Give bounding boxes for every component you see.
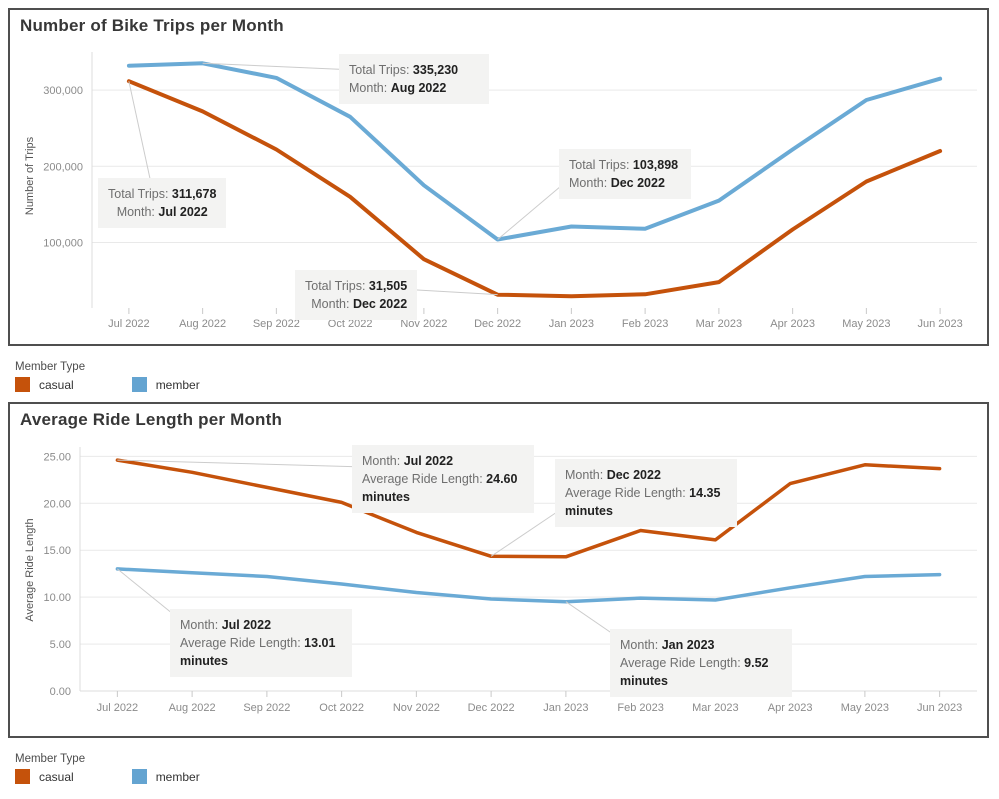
x-tick-label: Jul 2022: [97, 702, 139, 714]
annotation-line: minutes: [180, 654, 228, 669]
x-tick-label: Oct 2022: [319, 702, 364, 714]
legend-items: casual member: [15, 377, 200, 392]
legend-item-casual[interactable]: casual: [15, 769, 74, 784]
y-tick-label: 25.00: [43, 451, 71, 463]
x-tick-label: Sep 2022: [243, 702, 290, 714]
annotation-leader-line: [128, 81, 151, 180]
x-tick-label: Mar 2023: [696, 318, 742, 330]
legend-item-member[interactable]: member: [131, 377, 200, 392]
annotation-callout: Total Trips: 103,898 Month: Dec 2022: [559, 149, 691, 200]
annotation-line: Month: Dec 2022: [311, 297, 408, 312]
annotation-leader-line: [117, 459, 353, 468]
casual-series-line[interactable]: [126, 79, 943, 299]
annotation-leader-line: [497, 185, 562, 240]
annotation-line: minutes: [362, 490, 410, 505]
legend-item-label: member: [155, 377, 200, 392]
x-tick-label: Apr 2023: [770, 318, 815, 330]
x-tick-label: Oct 2022: [328, 318, 373, 330]
annotation-callout: Month: Dec 2022 Average Ride Length: 14.3…: [555, 459, 737, 528]
annotation-line: Total Trips: 335,230: [349, 63, 459, 77]
x-tick-label: Jun 2023: [917, 318, 962, 330]
legend-item-label: casual: [39, 769, 74, 784]
trips-chart-title: Number of Bike Trips per Month: [20, 16, 284, 35]
x-tick-label: Feb 2023: [617, 702, 663, 714]
annotation-callout: Month: Jul 2022 Average Ride Length: 13.0…: [170, 609, 352, 678]
legend-item-label: casual: [39, 377, 74, 392]
casual-color-swatch: [15, 769, 30, 784]
annotation-line: Month: Dec 2022: [569, 176, 665, 191]
annotation-line: minutes: [620, 674, 668, 689]
y-tick-label: 15.00: [43, 545, 71, 557]
x-tick-label: Feb 2023: [622, 318, 668, 330]
legend-items: casual member: [15, 769, 200, 784]
annotation-leader-line: [565, 601, 614, 635]
casual-color-swatch: [15, 377, 30, 392]
member-type-legend-top: Member Type casual member: [15, 361, 200, 392]
annotation-line: Month: Aug 2022: [349, 81, 447, 96]
x-tick-label: Aug 2022: [169, 702, 216, 714]
annotation-line: Month: Jul 2022: [116, 205, 208, 220]
x-tick-label: Jul 2022: [108, 318, 150, 330]
x-tick-label: Dec 2022: [468, 702, 515, 714]
y-tick-label: 300,000: [43, 85, 83, 97]
x-tick-label: Jun 2023: [917, 702, 962, 714]
annotation-callout: Month: Jan 2023 Average Ride Length: 9.52…: [610, 629, 792, 698]
x-tick-label: Dec 2022: [474, 318, 521, 330]
casual-series-line[interactable]: [115, 458, 942, 559]
trips-line-chart[interactable]: 100,000 200,000 300,000 Jul 2022 Aug 2022 Sep…: [10, 10, 987, 344]
legend-title: Member Type: [15, 361, 86, 373]
x-tick-label: Aug 2022: [179, 318, 226, 330]
legend-title: Member Type: [15, 753, 86, 765]
member-color-swatch: [131, 769, 147, 784]
legend-item-casual[interactable]: casual: [15, 377, 74, 392]
annotation-line: Average Ride Length: 14.35: [565, 486, 721, 501]
annotation-line: Month: Jul 2022: [180, 618, 272, 632]
annotation-callout: Total Trips: 335,230 Month: Aug 2022: [339, 54, 489, 105]
member-series-line[interactable]: [115, 567, 942, 604]
annotation-line: Average Ride Length: 9.52: [620, 656, 769, 671]
annotation-leader-line: [412, 289, 498, 296]
annotation-line: Month: Dec 2022: [565, 468, 661, 482]
x-tick-label: May 2023: [841, 702, 889, 714]
ride-length-chart-title: Average Ride Length per Month: [20, 410, 283, 429]
annotation-line: minutes: [565, 504, 613, 519]
annotation-leader-line: [117, 568, 174, 615]
x-tick-label: Apr 2023: [768, 702, 813, 714]
annotation-leader-line: [202, 62, 340, 70]
annotation-line: Total Trips: 103,898: [569, 158, 679, 172]
annotation-callout: Month: Jul 2022 Average Ride Length: 24.6…: [352, 445, 534, 514]
annotation-line: Average Ride Length: 13.01: [180, 636, 336, 651]
x-tick-label: Nov 2022: [400, 318, 447, 330]
legend-item-label: member: [155, 769, 200, 784]
trips-chart-card: Number of Bike Trips per Month 100,000 20…: [8, 8, 989, 346]
legend-item-member[interactable]: member: [131, 769, 200, 784]
y-tick-label: 10.00: [43, 592, 71, 604]
y-tick-label: 20.00: [43, 498, 71, 510]
annotation-line: Month: Jul 2022: [362, 454, 454, 468]
member-type-legend-bottom: Member Type casual member: [15, 753, 200, 784]
y-tick-label: 100,000: [43, 237, 83, 249]
annotation-line: Average Ride Length: 24.60: [362, 472, 518, 487]
y-tick-label: 5.00: [50, 639, 71, 651]
x-tick-label: Mar 2023: [692, 702, 738, 714]
x-tick-label: Jan 2023: [549, 318, 594, 330]
annotation-callout: Total Trips: 311,678 Month: Jul 2022: [98, 178, 227, 229]
annotation-line: Month: Jan 2023: [620, 638, 715, 652]
ride-length-chart-card: Average Ride Length per Month 0.00 5.00 10…: [8, 402, 989, 738]
y-tick-label: 200,000: [43, 161, 83, 173]
ride-length-y-axis-label: Average Ride Length: [24, 518, 36, 622]
x-tick-label: May 2023: [842, 318, 890, 330]
annotation-line: Total Trips: 311,678: [108, 187, 217, 201]
annotation-callout: Total Trips: 31,505 Month: Dec 2022: [295, 270, 418, 321]
x-tick-label: Jan 2023: [543, 702, 588, 714]
trips-y-axis-label: Number of Trips: [24, 136, 36, 216]
x-tick-label: Nov 2022: [393, 702, 440, 714]
annotation-line: Total Trips: 31,505: [305, 279, 408, 293]
member-color-swatch: [131, 377, 147, 392]
y-tick-label: 0.00: [50, 686, 71, 698]
member-series-line[interactable]: [126, 61, 943, 242]
annotation-leader-line: [490, 511, 558, 557]
x-tick-label: Sep 2022: [253, 318, 300, 330]
